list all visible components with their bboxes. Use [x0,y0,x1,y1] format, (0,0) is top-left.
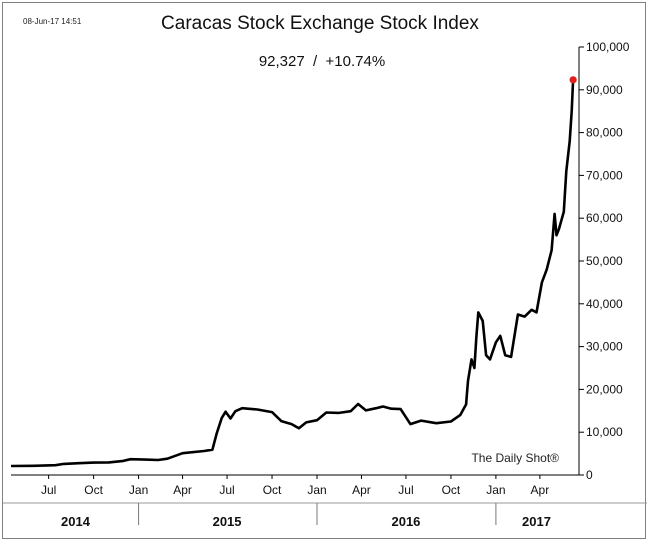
x-axis-ticks: Jul Oct Jan Apr Jul Oct Jan Apr Jul Oct Jan Apr [41,475,549,497]
year-label: 2017 [522,514,551,529]
series-line [10,79,575,468]
y-tick-label: 60,000 [586,211,623,225]
chart-subtitle: 92,327 / +10.74% [259,53,385,70]
x-tick-label: Jan [307,483,326,497]
chart-title: Caracas Stock Exchange Stock Index [161,13,479,34]
y-tick-label: 80,000 [586,126,623,140]
y-tick-label: 50,000 [586,254,623,268]
y-tick-label: 20,000 [586,382,623,396]
y-tick-label: 0 [586,468,593,482]
y-tick-label: 40,000 [586,297,623,311]
x-tick-label: Oct [84,483,103,497]
year-labels: 2014 2015 2016 2017 [61,503,551,529]
x-tick-label: Apr [173,483,192,497]
y-tick-label: 90,000 [586,83,623,97]
year-label: 2015 [213,514,242,529]
timestamp: 08-Jun-17 14:51 [23,17,82,26]
x-tick-label: Jan [129,483,148,497]
y-tick-label: 70,000 [586,168,623,182]
x-tick-label: Jul [41,483,56,497]
y-tick-label: 10,000 [586,425,623,439]
y-tick-label: 100,000 [586,40,630,54]
year-label: 2016 [391,514,420,529]
x-tick-label: Jul [398,483,413,497]
year-label: 2014 [61,514,91,529]
x-tick-label: Jan [486,483,505,497]
x-tick-label: Apr [531,483,550,497]
y-axis-ticks: 0 10,000 20,000 30,000 40,000 50,000 60,000 70,… [579,40,630,482]
x-tick-label: Oct [442,483,461,497]
x-tick-label: Apr [352,483,371,497]
line-chart: 08-Jun-17 14:51 Caracas Stock Exchange S… [3,13,647,529]
x-tick-label: Oct [263,483,282,497]
y-tick-label: 30,000 [586,340,623,354]
axes [3,47,647,504]
watermark: The Daily Shot® [471,451,559,465]
x-tick-label: Jul [219,483,234,497]
last-value-marker [569,76,577,84]
